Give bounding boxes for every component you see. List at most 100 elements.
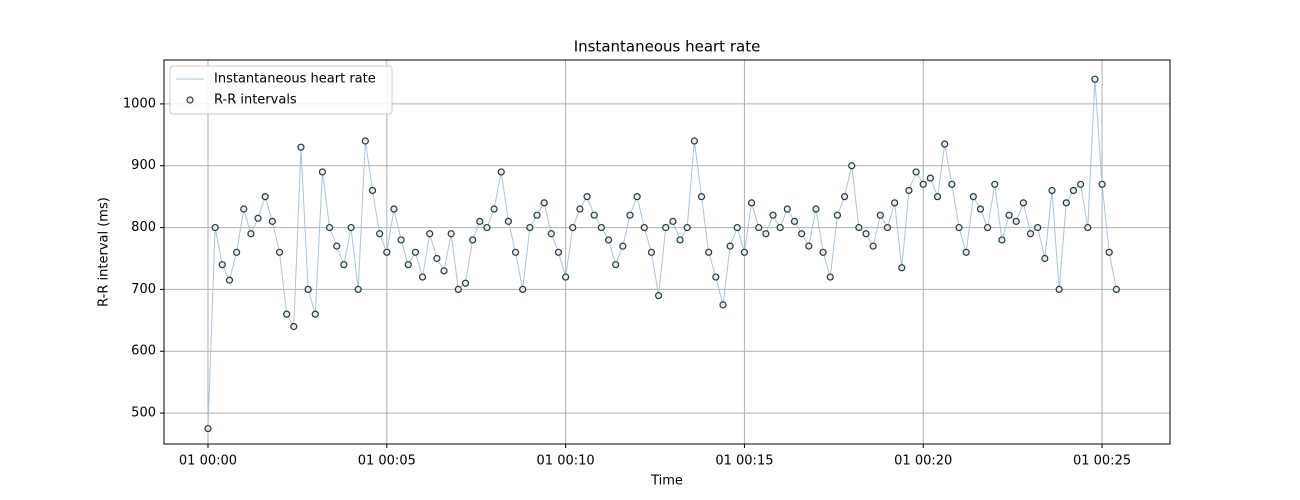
marker bbox=[476, 217, 484, 225]
marker bbox=[690, 137, 698, 145]
marker bbox=[533, 211, 541, 219]
marker bbox=[998, 236, 1006, 244]
marker bbox=[490, 205, 498, 213]
marker bbox=[426, 230, 434, 238]
marker bbox=[833, 211, 842, 219]
marker bbox=[1012, 217, 1020, 225]
marker bbox=[333, 242, 341, 250]
marker bbox=[984, 223, 992, 232]
marker bbox=[590, 211, 598, 219]
marker bbox=[469, 236, 477, 244]
marker bbox=[733, 223, 741, 232]
marker bbox=[962, 248, 970, 256]
marker bbox=[368, 186, 377, 195]
y-tick-label: 1000 bbox=[123, 96, 156, 111]
marker bbox=[891, 199, 899, 207]
marker bbox=[1069, 186, 1078, 195]
y-tick-label: 600 bbox=[131, 344, 156, 359]
marker bbox=[662, 223, 670, 232]
marker bbox=[325, 223, 334, 232]
plot-frame bbox=[163, 59, 1171, 445]
marker bbox=[712, 273, 720, 281]
marker bbox=[554, 248, 563, 256]
marker bbox=[862, 230, 870, 238]
marker bbox=[719, 301, 727, 309]
y-tick-label: 800 bbox=[131, 220, 156, 235]
legend-label: Instantaneous heart rate bbox=[214, 72, 376, 87]
marker bbox=[254, 214, 262, 222]
marker bbox=[569, 223, 577, 232]
marker bbox=[1105, 248, 1113, 256]
marker bbox=[676, 236, 684, 244]
marker bbox=[933, 193, 942, 201]
marker bbox=[697, 193, 706, 201]
marker bbox=[633, 193, 641, 201]
marker bbox=[390, 205, 398, 213]
marker bbox=[461, 279, 470, 287]
marker bbox=[1062, 199, 1070, 207]
x-tick-label: 01 00:20 bbox=[894, 454, 952, 469]
marker bbox=[283, 310, 291, 318]
marker bbox=[247, 230, 255, 238]
y-tick-label: 700 bbox=[131, 282, 156, 297]
marker bbox=[969, 193, 977, 201]
marker bbox=[669, 217, 677, 225]
marker bbox=[647, 248, 656, 256]
marker bbox=[991, 180, 999, 188]
marker bbox=[383, 248, 391, 256]
marker bbox=[612, 261, 620, 269]
marker bbox=[376, 230, 384, 238]
marker bbox=[840, 193, 849, 201]
marker bbox=[454, 285, 462, 294]
marker bbox=[848, 162, 856, 170]
x-tick-label: 01 00:15 bbox=[715, 454, 773, 469]
marker bbox=[919, 180, 927, 188]
marker bbox=[1048, 186, 1056, 195]
marker bbox=[1112, 285, 1120, 294]
marker bbox=[347, 223, 355, 232]
marker bbox=[218, 261, 226, 269]
marker bbox=[976, 205, 985, 213]
marker bbox=[790, 217, 799, 225]
marker bbox=[826, 273, 834, 281]
marker bbox=[340, 261, 348, 269]
x-tick-label: 01 00:25 bbox=[1073, 454, 1131, 469]
x-tick-label: 01 00:10 bbox=[537, 454, 595, 469]
marker bbox=[526, 223, 534, 232]
marker bbox=[776, 223, 784, 232]
marker bbox=[1041, 254, 1049, 263]
x-tick-label: 01 00:00 bbox=[179, 454, 237, 469]
marker bbox=[705, 248, 713, 256]
marker bbox=[354, 285, 362, 294]
y-axis-label: R-R interval (ms) bbox=[97, 197, 112, 307]
marker bbox=[540, 199, 548, 207]
marker bbox=[204, 424, 212, 433]
marker bbox=[747, 199, 756, 207]
marker bbox=[898, 264, 906, 272]
marker bbox=[798, 230, 806, 238]
marker bbox=[626, 211, 634, 219]
x-tick-label: 01 00:05 bbox=[358, 454, 416, 469]
marker bbox=[869, 242, 877, 250]
marker bbox=[447, 230, 455, 238]
marker bbox=[440, 267, 448, 275]
marker bbox=[504, 217, 512, 225]
marker bbox=[411, 248, 420, 256]
marker bbox=[275, 248, 284, 256]
x-axis-label: Time bbox=[650, 474, 683, 489]
marker bbox=[783, 205, 791, 213]
marker bbox=[812, 205, 820, 213]
marker bbox=[654, 291, 663, 300]
marker bbox=[876, 211, 884, 219]
marker bbox=[1005, 211, 1013, 219]
marker bbox=[955, 223, 963, 232]
marker bbox=[1076, 180, 1085, 188]
y-tick-label: 900 bbox=[131, 158, 156, 173]
marker bbox=[311, 310, 319, 318]
marker bbox=[1084, 223, 1092, 232]
marker bbox=[755, 223, 763, 232]
legend-label: R-R intervals bbox=[214, 93, 297, 108]
marker bbox=[1091, 75, 1099, 83]
marker bbox=[304, 285, 312, 294]
